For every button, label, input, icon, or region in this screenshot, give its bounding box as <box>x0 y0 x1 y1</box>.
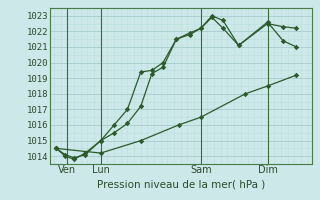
X-axis label: Pression niveau de la mer( hPa ): Pression niveau de la mer( hPa ) <box>97 180 265 190</box>
